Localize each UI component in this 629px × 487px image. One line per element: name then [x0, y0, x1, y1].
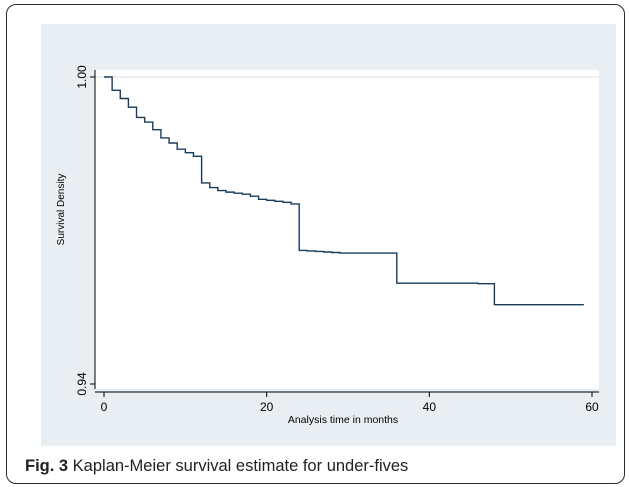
y-ticks: 0.94 1.00: [75, 65, 95, 396]
chart-panel: 0.94 1.00 0 20 40 60 Analysis time in months…: [41, 24, 616, 446]
x-tick-label: 20: [260, 400, 274, 414]
km-chart: 0.94 1.00 0 20 40 60 Analysis time in months…: [56, 65, 599, 426]
caption-text: Kaplan-Meier survival estimate for under…: [68, 457, 409, 475]
figure-label: Fig. 3: [25, 457, 69, 475]
figure-caption: Fig. 3 Kaplan-Meier survival estimate fo…: [25, 457, 408, 476]
x-tick-label: 0: [101, 400, 108, 414]
x-ticks: 0 20 40 60: [101, 392, 599, 414]
x-tick-label: 40: [423, 400, 437, 414]
x-tick-label: 60: [585, 400, 599, 414]
plot-area: [95, 70, 599, 389]
figure-frame: 0.94 1.00 0 20 40 60 Analysis time in months…: [6, 4, 625, 484]
survival-curve: [104, 76, 584, 306]
x-axis-label: Analysis time in months: [288, 414, 398, 426]
y-tick-label: 0.94: [75, 372, 89, 396]
y-axis-label: Survival Density: [56, 174, 67, 246]
y-tick-label: 1.00: [75, 65, 89, 89]
